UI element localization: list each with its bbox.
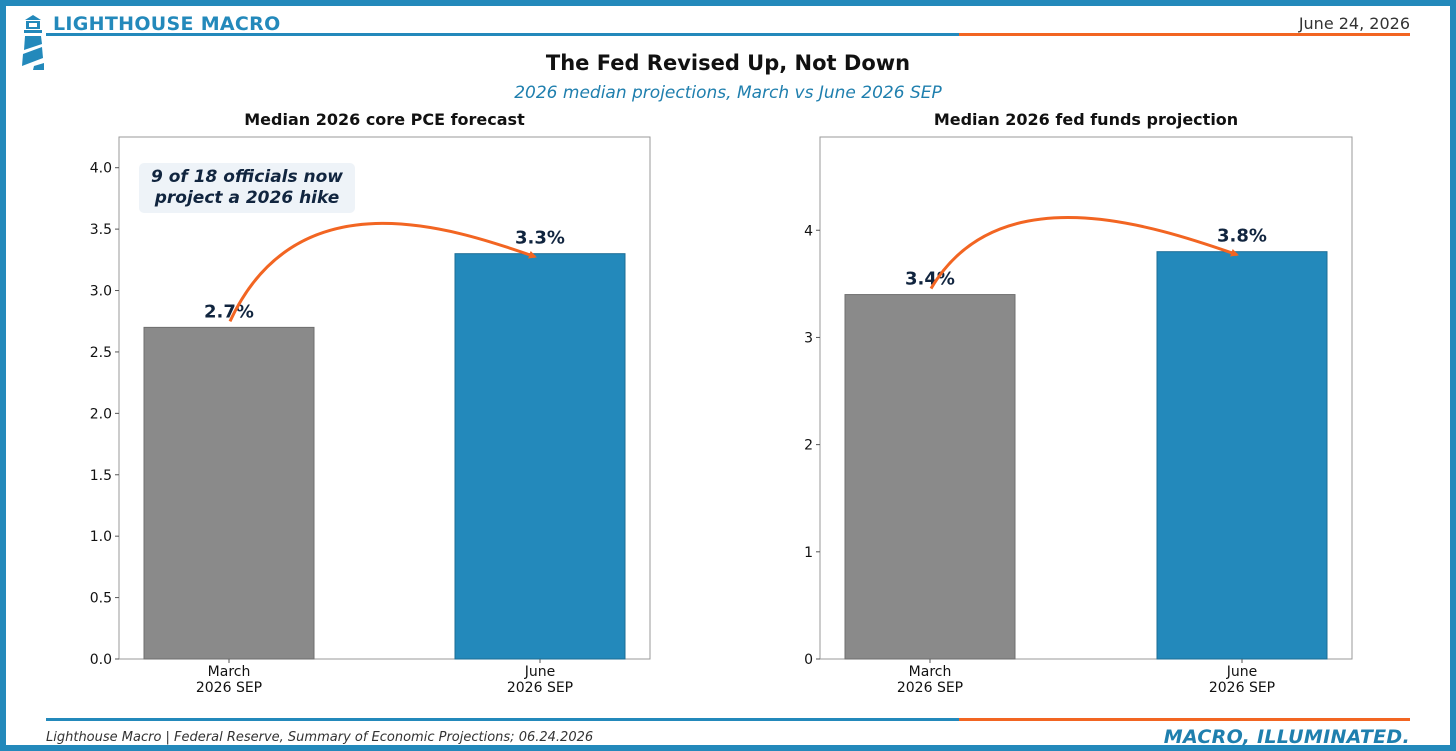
bar	[844, 294, 1016, 660]
y-tick-label: 3	[804, 330, 813, 346]
bar	[1156, 251, 1328, 660]
y-tick-label: 1.0	[90, 529, 112, 545]
hike-annotation-text: 9 of 18 officials now project a 2026 hike	[150, 167, 344, 208]
revision-arrow	[929, 216, 1239, 290]
y-tick-label: 2.0	[90, 406, 112, 422]
hike-annotation: 9 of 18 officials now project a 2026 hike	[139, 163, 355, 213]
plot-frame	[118, 136, 651, 660]
y-tick-label: 2.5	[90, 345, 112, 361]
brand-name: LIGHTHOUSE MACRO	[53, 13, 281, 35]
bar	[143, 326, 315, 660]
panel-title: Median 2026 core PCE forecast	[244, 110, 525, 129]
header-rule-orange	[959, 33, 1410, 36]
x-tick-label: 2026 SEP	[1209, 680, 1275, 696]
y-tick-label: 2	[804, 438, 813, 454]
x-tick-label: 2026 SEP	[897, 680, 963, 696]
y-tick-label: 4	[804, 223, 813, 239]
bar-value-label: 3.8%	[1217, 226, 1267, 247]
y-tick-label: 0.0	[90, 652, 112, 668]
y-tick-label: 4.0	[90, 161, 112, 177]
x-tick-label: 2026 SEP	[196, 680, 262, 696]
tagline: MACRO, ILLUMINATED.	[1163, 726, 1410, 748]
footer-rule-blue	[46, 718, 959, 721]
y-tick-label: 0.5	[90, 591, 112, 607]
chart-subtitle: 2026 median projections, March vs June 2…	[514, 83, 942, 103]
source-note: Lighthouse Macro | Federal Reserve, Summ…	[46, 730, 594, 745]
revision-arrow	[228, 221, 537, 323]
plot-frame	[819, 136, 1353, 660]
panel-title: Median 2026 fed funds projection	[934, 110, 1238, 129]
x-tick-label: June	[524, 664, 556, 680]
y-tick-label: 1.5	[90, 468, 112, 484]
x-tick-label: June	[1226, 664, 1258, 680]
header-rule-blue	[46, 33, 959, 36]
y-tick-label: 0	[804, 652, 813, 668]
x-tick-label: 2026 SEP	[507, 680, 573, 696]
bar	[454, 253, 626, 660]
bar-value-label: 3.3%	[515, 228, 565, 249]
footer-rule-orange	[959, 718, 1410, 721]
bar-value-label: 2.7%	[204, 301, 254, 322]
y-tick-label: 1	[804, 545, 813, 561]
report-date: June 24, 2026	[1298, 14, 1410, 33]
x-tick-label: March	[208, 664, 251, 680]
chart-title: The Fed Revised Up, Not Down	[545, 51, 911, 75]
y-tick-label: 3.5	[90, 222, 112, 238]
lighthouse-logo-icon	[22, 15, 44, 70]
y-tick-label: 3.0	[90, 284, 112, 300]
x-tick-label: March	[909, 664, 952, 680]
bar-value-label: 3.4%	[905, 269, 955, 290]
